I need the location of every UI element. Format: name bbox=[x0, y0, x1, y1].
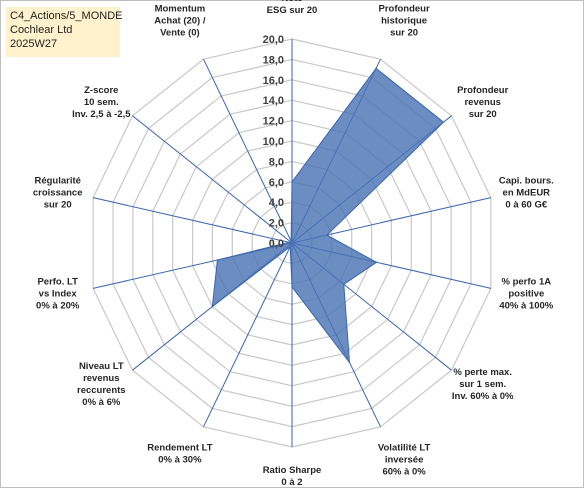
axis-label: Ratio Sharpe 0 à 2 bbox=[263, 465, 322, 488]
tick-label: 10,0 bbox=[263, 136, 284, 148]
data-point bbox=[291, 286, 293, 288]
tick-label: 18,0 bbox=[263, 54, 284, 66]
tick-label: 6,0 bbox=[269, 177, 284, 189]
axis-label: NoteESG sur 20 bbox=[267, 0, 318, 16]
axis-label: Profondeur historique sur 20 bbox=[378, 3, 429, 38]
data-point bbox=[211, 305, 214, 308]
company-name: Cochlear Ltd bbox=[10, 24, 73, 36]
axis-label: Rendement LT 0% à 30% bbox=[147, 443, 212, 466]
week-label: 2025W27 bbox=[10, 38, 58, 50]
tick-label: 20,0 bbox=[263, 34, 284, 46]
data-point bbox=[290, 240, 292, 242]
portfolio-label: C4_Actions/5_MONDE bbox=[10, 10, 123, 22]
axis-spoke bbox=[132, 115, 293, 244]
data-area bbox=[211, 67, 445, 365]
axis-label: Capi. bours. en MdEUR 0 à 60 G€ bbox=[499, 176, 554, 211]
axis-label: Régularité croissance sur 20 bbox=[33, 176, 83, 211]
data-point bbox=[288, 241, 290, 244]
data-point bbox=[343, 283, 345, 286]
axis-label: Volatilité LT inversée 60% à 0% bbox=[378, 443, 431, 478]
axis-spoke bbox=[92, 197, 293, 244]
data-point bbox=[375, 261, 378, 264]
tick-label: 8,0 bbox=[269, 156, 284, 168]
tick-label: 4,0 bbox=[269, 197, 284, 209]
data-point bbox=[326, 234, 328, 236]
data-point bbox=[348, 361, 351, 364]
tick-label: 14,0 bbox=[263, 95, 284, 107]
tick-labels: 0,0 2,0 4,0 6,0 8,0 10,0 12,0 14,0 16,0 18,0 20,0 bbox=[211, 34, 445, 364]
tick-label: 12,0 bbox=[263, 116, 284, 128]
axis-label: Perfo. LT vs Index 0% à 20% bbox=[36, 276, 80, 311]
axis-label: Momentum Achat (20) / Vente (0) bbox=[154, 3, 206, 38]
data-point bbox=[291, 181, 293, 183]
data-point bbox=[289, 245, 292, 248]
axis-label: % perfo 1A positive 40% à 100% bbox=[499, 276, 553, 311]
axis-label: Niveau LT revenus reccurents 0% à 6% bbox=[77, 361, 126, 408]
axis-spoke bbox=[203, 58, 293, 244]
tick-label: 0,0 bbox=[269, 238, 284, 250]
tick-label: 16,0 bbox=[263, 75, 284, 87]
axis-spoke bbox=[203, 242, 293, 428]
data-point bbox=[442, 121, 445, 123]
tick-label: 2,0 bbox=[269, 218, 284, 230]
axis-label: Profondeur revenus sur 20 bbox=[457, 85, 508, 120]
axis-label: % perte max. sur 1 sem. Inv. 60% à 0% bbox=[452, 367, 514, 402]
data-point bbox=[216, 259, 219, 261]
data-point bbox=[375, 67, 377, 70]
axis-label: Z-score 10 sem. Inv. 2,5 à -2,5 bbox=[72, 85, 131, 120]
info-box: C4_Actions/5_MONDE Cochlear Ltd 2025W27 bbox=[6, 7, 123, 57]
